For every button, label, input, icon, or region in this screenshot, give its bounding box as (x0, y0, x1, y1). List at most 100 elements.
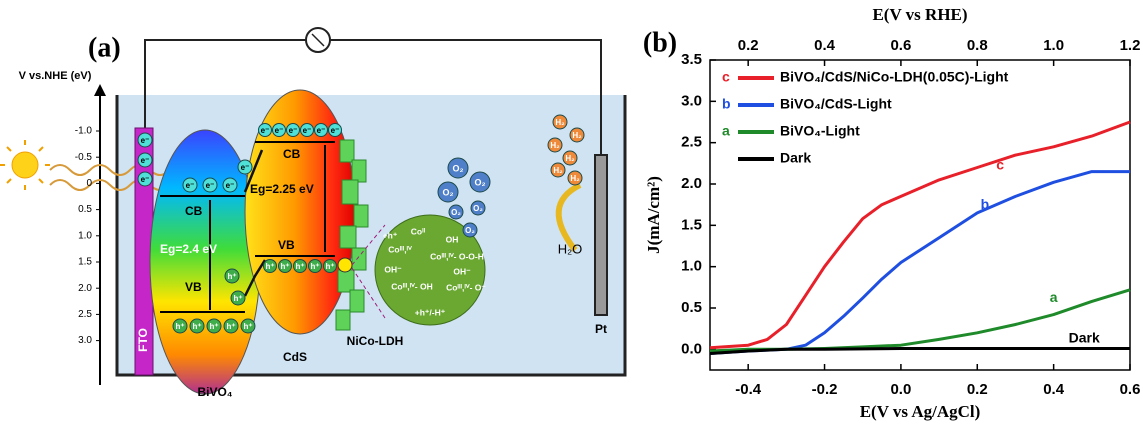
x2-tick-label: 0.8 (967, 37, 988, 54)
cds-gap: Eg=2.25 eV (250, 182, 314, 196)
annotation: c (996, 157, 1004, 173)
x-tick-label: 0.2 (967, 381, 988, 398)
legend-label: Dark (780, 150, 811, 166)
wire (144, 39, 602, 155)
hydrogen-bubble (569, 127, 585, 143)
electron: e⁻ (206, 181, 215, 190)
water-arrow (555, 182, 582, 252)
hydrogen-bubble (567, 170, 583, 186)
cycle-text: Coᴵᴵ (411, 226, 426, 236)
hole: h⁺ (280, 262, 289, 271)
ldh-name: NiCo-LDH (347, 334, 404, 348)
electron: e⁻ (261, 126, 270, 135)
legend-letter: b (722, 96, 731, 112)
hydrogen: H₂ (555, 118, 565, 127)
hole-bubble (172, 318, 188, 334)
axis-tick-label: 3.0 (78, 335, 92, 346)
oxygen-bubble (437, 181, 459, 203)
hydrogen-bubble (562, 150, 578, 166)
series-line (709, 120, 1131, 350)
hole-bubble (240, 318, 256, 334)
oxygen-bubble (462, 222, 478, 238)
y-tick-label: 2.0 (681, 175, 702, 192)
cds-cb: CB (283, 147, 301, 161)
pt-electrode (594, 154, 608, 316)
cell (115, 95, 627, 377)
annotation: a (1050, 289, 1058, 305)
hole: h⁺ (227, 272, 236, 281)
axis-tick-label: -1.0 (75, 126, 93, 137)
hole: h⁺ (265, 262, 274, 271)
hole-bubble (278, 259, 292, 273)
cycle-text: +h⁺ (383, 230, 398, 240)
hydrogen-bubble (547, 137, 563, 153)
annotation: b (981, 196, 990, 212)
cycle-text: +h⁺/-H⁺ (415, 307, 446, 317)
electron-bubble (237, 159, 253, 175)
hydrogen-bubble (552, 114, 568, 130)
electron-bubble (137, 152, 153, 168)
hole-bubble (223, 318, 239, 334)
x2-axis-title: E(V vs RHE) (872, 5, 967, 24)
reaction-cycle (374, 214, 486, 326)
x-tick-label: 0.6 (1120, 381, 1141, 398)
oxygen-bubble (470, 200, 486, 216)
x-axis-title: E(V vs Ag/AgCl) (860, 402, 981, 421)
series-line (709, 347, 1130, 355)
electron-bubble (272, 123, 286, 137)
x-tick-label: 0.0 (890, 381, 911, 398)
electron: e⁻ (141, 175, 150, 184)
hydrogen: H₂ (550, 141, 560, 150)
axis-tick-label: 2.5 (78, 309, 92, 320)
x2-tick-label: 1.2 (1120, 37, 1141, 54)
x2-tick-label: 0.6 (890, 37, 911, 54)
series-line (709, 288, 1131, 353)
cycle-text: Coᴵᴵᴵ,ᴵⱽ- OH (391, 281, 432, 291)
hole: h⁺ (192, 322, 201, 331)
hydrogen-bubble (550, 162, 566, 178)
hole: h⁺ (243, 322, 252, 331)
x2-tick-label: 0.2 (738, 37, 759, 54)
electron-bubble (300, 123, 314, 137)
annotation: Dark (1069, 329, 1100, 345)
series-line (709, 170, 1130, 355)
active-site (337, 257, 353, 273)
hole: h⁺ (175, 322, 184, 331)
hydrogen: H₂ (572, 131, 582, 140)
hole: h⁺ (226, 322, 235, 331)
oxygen: O₂ (475, 177, 486, 187)
panel-label: (a) (88, 32, 121, 63)
electron-bubble (328, 123, 342, 137)
cycle-text: OH⁻ (453, 266, 471, 276)
axis-arrow (94, 84, 106, 96)
electron: e⁻ (141, 136, 150, 145)
sun-rays (0, 140, 50, 190)
hole-bubble (230, 290, 246, 306)
axis-tick-label: 1.0 (78, 230, 92, 241)
transfer-arrows (243, 149, 267, 297)
cycle-text: Coᴵᴵᴵ,ᴵⱽ (388, 244, 413, 254)
oxygen: O₂ (443, 187, 454, 197)
bivo4-vb: VB (185, 280, 202, 294)
oxygen-bubble (448, 204, 464, 220)
hole-bubble (293, 259, 307, 273)
hole-bubble (206, 318, 222, 334)
oxygen-bubble (469, 171, 491, 193)
electron: e⁻ (275, 126, 284, 135)
axis-tick-label: 0.5 (78, 204, 92, 215)
bivo4-name: BiVO₄ (197, 385, 232, 399)
electron-bubble (222, 177, 238, 193)
electron: e⁻ (241, 163, 250, 172)
electron: e⁻ (317, 126, 326, 135)
panel-a: (a) V vs.NHE (eV) FTO CB VB Eg=2.4 eV Bi… (0, 27, 627, 399)
y-tick-label: 3.0 (681, 92, 702, 109)
electron: e⁻ (226, 181, 235, 190)
cycle-text: OH (446, 234, 459, 244)
bivo4-gap: Eg=2.4 eV (160, 242, 217, 256)
zoom-lines (351, 224, 386, 319)
legend-letter: c (722, 69, 730, 85)
meter-needle (311, 33, 325, 47)
electron-bubble (182, 177, 198, 193)
electron: e⁻ (331, 126, 340, 135)
